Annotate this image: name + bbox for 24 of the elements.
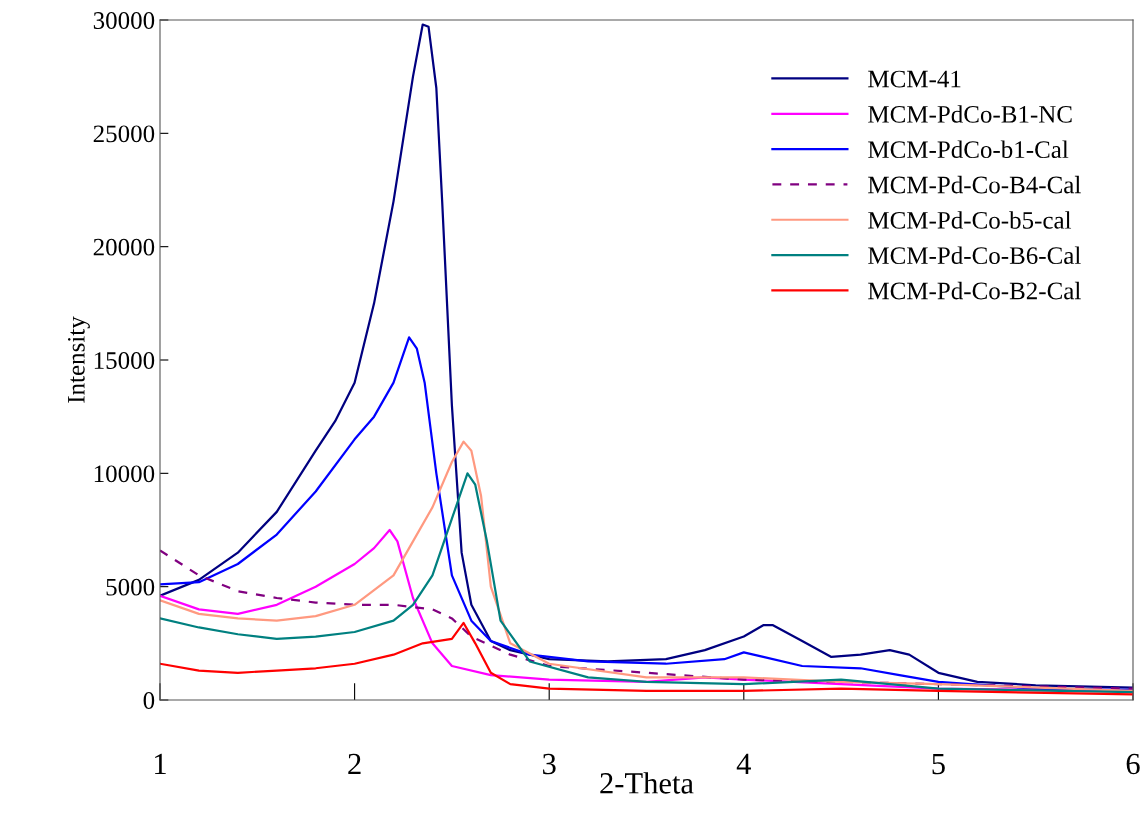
x-tick-label: 3 [543, 753, 556, 775]
y-axis-title: Intensity [67, 316, 90, 403]
line-series [160, 23, 1133, 689]
line-series [160, 621, 1133, 696]
y-tick-label: 5000 [106, 578, 155, 596]
y-tick-label: 10000 [94, 465, 155, 483]
x-tick-label: 6 [1126, 753, 1140, 775]
legend-label: MCM-Pd-Co-B6-Cal [868, 246, 1081, 265]
legend-label: MCM-41 [868, 70, 961, 88]
legend-label: MCM-Pd-Co-B4-Cal [868, 175, 1081, 194]
x-tick-label: 1 [155, 753, 166, 774]
legend-label: MCM-PdCo-b1-Cal [868, 140, 1069, 159]
y-tick-label: 20000 [93, 238, 155, 256]
y-tick-label: 30000 [93, 12, 155, 29]
y-tick-label: 15000 [94, 352, 155, 369]
x-tick-label: 5 [932, 753, 945, 775]
legend-label: MCM-PdCo-B1-NC [868, 105, 1072, 123]
x-axis-title: 2-Theta [600, 772, 694, 794]
x-tick-label: 2 [348, 753, 361, 774]
y-tick-label: 25000 [93, 125, 155, 143]
legend-label: MCM-Pd-Co-B2-Cal [868, 281, 1081, 300]
x-tick-label: 4 [736, 753, 751, 774]
y-tick-label: 0 [143, 692, 155, 709]
legend-label: MCM-Pd-Co-b5-cal [868, 211, 1072, 229]
